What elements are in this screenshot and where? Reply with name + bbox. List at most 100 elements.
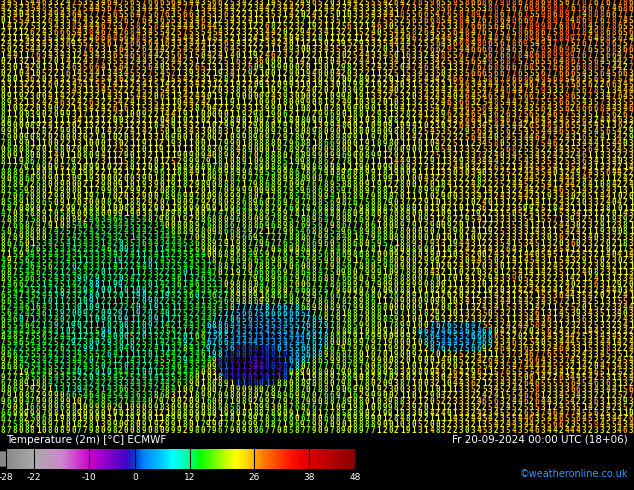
Text: 6: 6 — [24, 274, 29, 283]
Text: 1: 1 — [100, 116, 105, 124]
Bar — [213, 449, 215, 468]
Text: 5: 5 — [30, 415, 35, 423]
Text: 8: 8 — [312, 227, 316, 236]
Text: 3: 3 — [611, 122, 616, 130]
Text: 3: 3 — [611, 309, 616, 318]
Text: 3: 3 — [188, 16, 193, 25]
Text: 2: 2 — [100, 122, 105, 130]
Text: 8: 8 — [494, 16, 498, 25]
Text: 2: 2 — [529, 274, 534, 283]
Text: 0: 0 — [77, 151, 82, 160]
Text: 3: 3 — [593, 309, 598, 318]
Text: 9: 9 — [242, 133, 246, 142]
Text: 0: 0 — [13, 104, 17, 113]
Text: 4: 4 — [24, 63, 29, 72]
Bar — [223, 449, 224, 468]
Text: 3: 3 — [48, 268, 52, 277]
Text: 0: 0 — [230, 350, 234, 359]
Text: 7: 7 — [94, 186, 99, 195]
Text: 0: 0 — [200, 192, 205, 201]
Text: 1: 1 — [323, 16, 328, 25]
Text: 2: 2 — [65, 74, 70, 84]
Text: 2: 2 — [441, 309, 446, 318]
Text: 2: 2 — [188, 415, 193, 423]
Text: 8: 8 — [335, 169, 340, 177]
Text: 6: 6 — [593, 57, 598, 66]
Text: 7: 7 — [476, 51, 481, 60]
Text: 6: 6 — [276, 274, 281, 283]
Text: 9: 9 — [83, 203, 87, 213]
Text: 4: 4 — [559, 403, 563, 412]
Text: 3: 3 — [224, 69, 228, 78]
Text: 3: 3 — [593, 332, 598, 342]
Text: 8: 8 — [394, 233, 399, 242]
Text: 7: 7 — [517, 63, 522, 72]
Bar — [107, 449, 108, 468]
Text: 7: 7 — [53, 420, 58, 429]
Text: 3: 3 — [447, 122, 451, 130]
Text: 0: 0 — [42, 233, 46, 242]
Text: 6: 6 — [617, 4, 621, 13]
Text: 1: 1 — [353, 256, 358, 265]
Text: 3: 3 — [552, 385, 557, 394]
Text: 4: 4 — [124, 344, 129, 353]
Text: 4: 4 — [130, 34, 134, 43]
Text: 1: 1 — [394, 239, 399, 248]
Text: 2: 2 — [171, 368, 176, 377]
Text: 1: 1 — [365, 92, 369, 101]
Text: 8: 8 — [394, 415, 399, 423]
Text: 1: 1 — [147, 186, 152, 195]
Text: 4: 4 — [265, 321, 269, 330]
Text: 8: 8 — [564, 57, 569, 66]
Text: 7: 7 — [1, 250, 5, 259]
Bar — [295, 449, 297, 468]
Text: 2: 2 — [552, 197, 557, 207]
Text: 1: 1 — [611, 297, 616, 306]
Text: 4: 4 — [242, 332, 246, 342]
Text: 8: 8 — [253, 139, 257, 148]
Text: 3: 3 — [488, 297, 493, 306]
Text: 1: 1 — [347, 110, 352, 119]
Text: 5: 5 — [359, 28, 363, 37]
Text: 2: 2 — [253, 69, 257, 78]
Text: 2: 2 — [212, 51, 217, 60]
Text: 5: 5 — [347, 203, 352, 213]
Text: 4: 4 — [564, 256, 569, 265]
Bar — [252, 449, 254, 468]
Text: 4: 4 — [453, 415, 457, 423]
Text: 1: 1 — [512, 239, 516, 248]
Text: 7: 7 — [359, 379, 363, 389]
Text: 0: 0 — [206, 174, 210, 183]
Text: 7: 7 — [330, 174, 334, 183]
Text: 5: 5 — [588, 127, 592, 136]
Text: 3: 3 — [505, 203, 510, 213]
Text: 9: 9 — [330, 221, 334, 230]
Text: 5: 5 — [382, 239, 387, 248]
Text: 2: 2 — [118, 151, 122, 160]
Text: 6: 6 — [476, 63, 481, 72]
Text: 8: 8 — [494, 63, 498, 72]
Text: 5: 5 — [599, 51, 604, 60]
Text: 3: 3 — [593, 262, 598, 271]
Text: 3: 3 — [517, 315, 522, 324]
Text: 1: 1 — [188, 186, 193, 195]
Text: 4: 4 — [582, 139, 586, 148]
Text: 5: 5 — [230, 0, 234, 7]
Text: 0: 0 — [53, 139, 58, 148]
Text: 3: 3 — [218, 286, 223, 294]
Text: 4: 4 — [529, 163, 534, 172]
Text: 4: 4 — [441, 356, 446, 365]
Text: 6: 6 — [183, 10, 187, 19]
Text: 9: 9 — [312, 127, 316, 136]
Text: 9: 9 — [330, 122, 334, 130]
Text: 3: 3 — [441, 332, 446, 342]
Text: 9: 9 — [112, 209, 117, 219]
Text: 7: 7 — [552, 215, 557, 224]
Text: 6: 6 — [341, 250, 346, 259]
Text: 8: 8 — [206, 169, 210, 177]
Text: 8: 8 — [377, 139, 381, 148]
Text: 0: 0 — [200, 51, 205, 60]
Text: 3: 3 — [599, 186, 604, 195]
Text: 4: 4 — [107, 385, 111, 394]
Text: 4: 4 — [100, 0, 105, 7]
